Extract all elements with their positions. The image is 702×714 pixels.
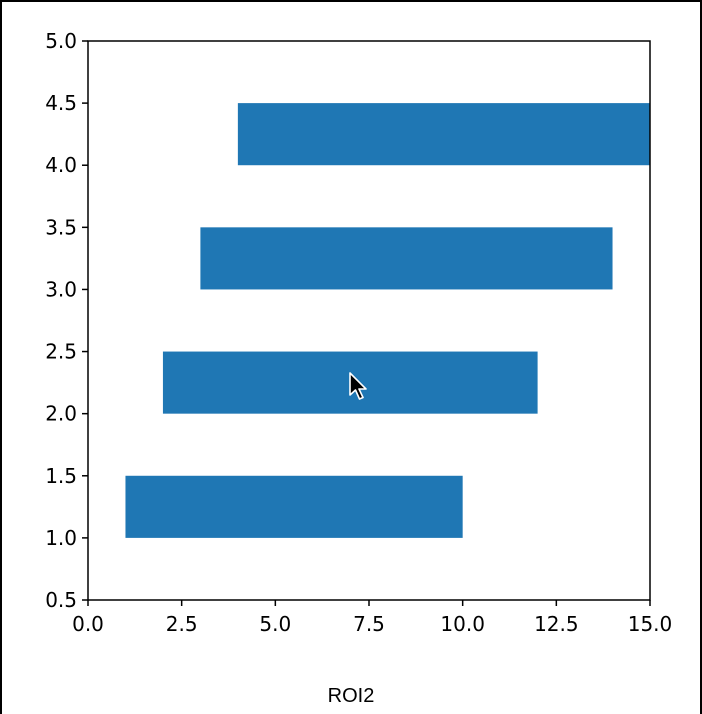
x-tick-label: 15.0: [628, 612, 673, 636]
y-tick-label: 4.5: [45, 91, 77, 115]
y-tick-label: 3.5: [45, 215, 77, 239]
x-tick-label: 10.0: [440, 612, 485, 636]
x-tick-label: 12.5: [534, 612, 579, 636]
bars-layer: [125, 103, 650, 538]
y-tick-label: 3.0: [45, 277, 77, 301]
bar-4: [237, 103, 650, 166]
y-tick-label: 2.0: [45, 402, 77, 426]
y-tick-label: 1.5: [45, 464, 77, 488]
x-tick-label: 2.5: [166, 612, 198, 636]
bar-1: [125, 475, 463, 538]
bar-3: [200, 227, 613, 290]
x-tick-label: 0.0: [72, 612, 104, 636]
plot-canvas: 0.0 2.5 5.0 7.5 10.0 12.5 15.0 0.5 1.0 1.5 2.0 2.5 3…: [45, 29, 672, 636]
y-tick-label: 5.0: [45, 29, 77, 53]
ticks-layer: 0.0 2.5 5.0 7.5 10.0 12.5 15.0 0.5 1.0 1.5 2.0 2.5 3…: [45, 29, 672, 636]
y-tick-label: 1.0: [45, 526, 77, 550]
y-tick-label: 2.5: [45, 340, 77, 364]
y-tick-label: 4.0: [45, 153, 77, 177]
y-tick-label: 0.5: [45, 588, 77, 612]
x-tick-label: 7.5: [353, 612, 385, 636]
chart-caption: ROI2: [327, 685, 375, 707]
arrow-cursor-icon: [349, 372, 367, 400]
x-tick-label: 5.0: [259, 612, 291, 636]
